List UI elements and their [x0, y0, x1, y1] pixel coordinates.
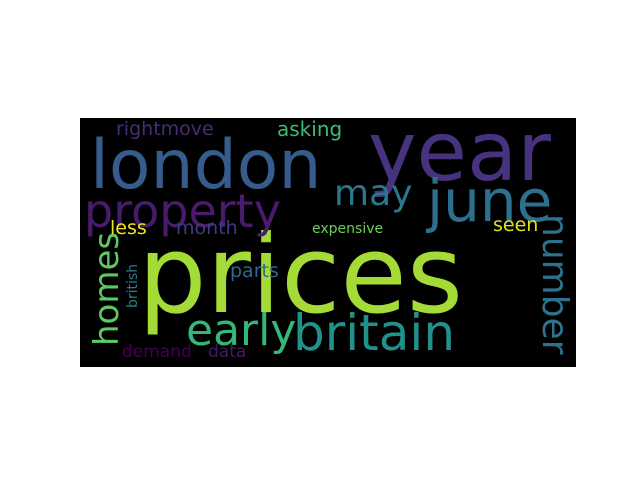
word-expensive: expensive [312, 221, 384, 237]
word-london: london [90, 126, 322, 205]
word-parts: parts [230, 260, 279, 282]
word-less: less [110, 217, 147, 239]
word-june: june [427, 167, 553, 235]
word-early: early [186, 305, 297, 356]
word-homes: homes [87, 231, 127, 346]
word-prices: prices [138, 213, 464, 338]
word-demand: demand [122, 342, 192, 362]
word-cloud: prices year london june property britain… [80, 118, 576, 367]
word-britain: britain [293, 304, 456, 362]
word-property: property [84, 184, 281, 238]
word-month: month [176, 217, 238, 239]
word-british: british [125, 263, 141, 308]
word-seen: seen [493, 214, 539, 236]
word-rightmove: rightmove [116, 118, 214, 140]
word-number: number [534, 214, 575, 355]
word-may: may [334, 173, 413, 214]
word-year: year [368, 118, 551, 200]
word-data: data [208, 342, 247, 362]
word-asking: asking [277, 118, 343, 141]
